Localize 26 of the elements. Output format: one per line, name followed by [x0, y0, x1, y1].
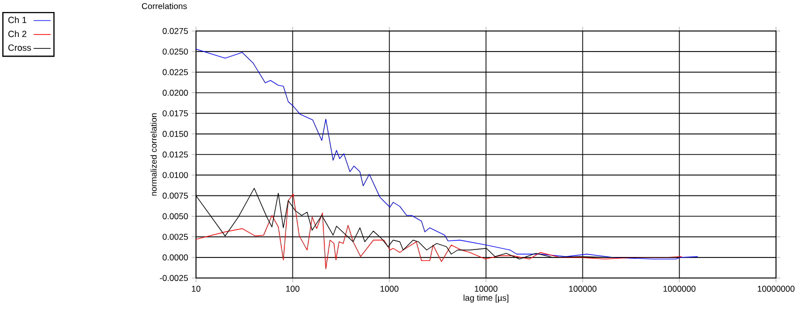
y-tick-label: 0.0250 [162, 48, 188, 55]
y-tick-label: 0.0100 [162, 172, 188, 178]
y-tick-label: 0.0000 [162, 254, 188, 260]
x-tick-label: 1000 [380, 286, 398, 292]
chart-title: Correlations [142, 2, 187, 10]
y-tick-label: -0.0025 [160, 275, 188, 281]
y-tick-label: 0.0025 [162, 234, 188, 240]
legend-label: Ch 2 [8, 30, 26, 38]
x-axis-title: lag time [µs] [464, 294, 508, 302]
x-tick-label: 100 [286, 286, 300, 292]
y-axis-title: normalized correlation [150, 113, 157, 196]
x-tick-label: 10000000 [758, 286, 795, 292]
x-tick-label: 1000000 [664, 286, 696, 292]
x-tick-label: 10000 [474, 286, 498, 292]
y-tick-label: 0.0275 [162, 28, 188, 34]
y-tick-label: 0.0225 [162, 69, 188, 76]
y-tick-label: 0.0075 [162, 192, 188, 199]
x-tick-label: 100000 [569, 286, 596, 292]
y-tick-label: 0.0200 [162, 90, 188, 96]
y-tick-label: 0.0150 [162, 130, 188, 137]
legend-label: Cross [8, 44, 31, 51]
y-tick-label: 0.0125 [162, 152, 188, 158]
x-tick-label: 10 [192, 286, 200, 292]
y-tick-label: 0.0175 [162, 110, 188, 116]
legend-label: Ch 1 [8, 16, 26, 24]
y-tick-label: 0.0050 [162, 213, 188, 220]
